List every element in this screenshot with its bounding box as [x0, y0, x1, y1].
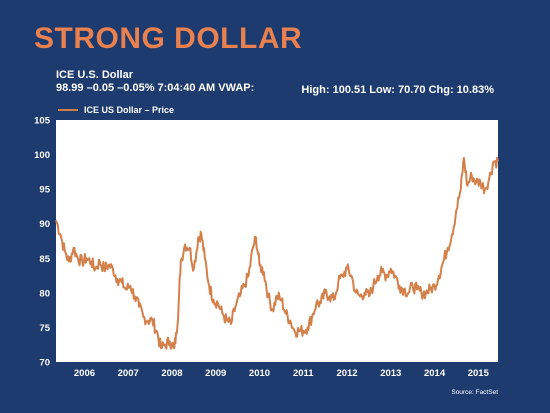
x-tick-label: 2007: [118, 368, 139, 379]
y-tick-label: 80: [39, 288, 50, 299]
x-tick-label: 2009: [205, 368, 226, 379]
quote-line: 98.99 –0.05 –0.05% 7:04:40 AM VWAP:: [56, 82, 255, 94]
x-tick-label: 2014: [424, 368, 446, 379]
y-tick-label: 90: [39, 219, 50, 230]
y-axis-ticks: 70 75 80 85 90 95 100 105: [34, 116, 51, 369]
legend: ICE US Dollar – Price: [58, 105, 174, 115]
x-axis-ticks: 2006 2007 2008 2009 2010 2011 2012 2013 2014 2015: [74, 368, 490, 379]
series-group: [55, 156, 499, 350]
x-tick-label: 2006: [74, 368, 95, 379]
plot-area: [56, 120, 498, 362]
x-tick-label: 2013: [380, 368, 401, 379]
x-tick-label: 2015: [468, 368, 490, 379]
x-tick-label: 2011: [293, 368, 314, 379]
price-stats: High: 100.51 Low: 70.70 Chg: 10.83%: [301, 84, 494, 96]
slide-title: STRONG DOLLAR: [34, 22, 303, 55]
chart-subtitle: ICE U.S. Dollar: [56, 69, 134, 81]
legend-label: ICE US Dollar – Price: [84, 105, 174, 115]
series-line: [55, 156, 499, 350]
source-note: Source: FactSet: [451, 389, 498, 396]
y-tick-label: 85: [39, 254, 50, 265]
y-tick-label: 70: [39, 358, 50, 369]
y-tick-label: 75: [39, 323, 50, 334]
x-tick-label: 2008: [161, 368, 182, 379]
y-tick-label: 95: [39, 185, 50, 196]
y-tick-label: 105: [34, 116, 51, 127]
y-tick-label: 100: [34, 150, 50, 161]
x-tick-label: 2012: [336, 368, 357, 379]
x-tick-label: 2010: [249, 368, 270, 379]
